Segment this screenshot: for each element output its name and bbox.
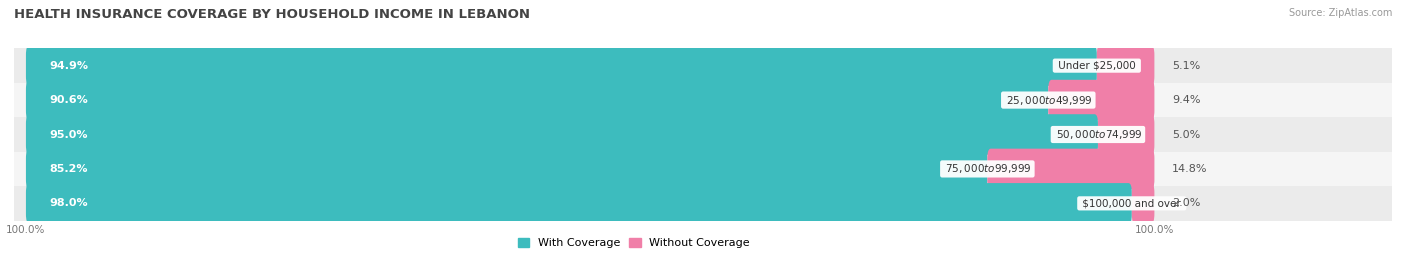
Bar [14, 152, 1392, 186]
Text: 5.1%: 5.1% [1173, 61, 1201, 71]
FancyBboxPatch shape [25, 45, 1097, 86]
Text: $50,000 to $74,999: $50,000 to $74,999 [1053, 128, 1143, 141]
FancyBboxPatch shape [1098, 114, 1154, 155]
Bar [14, 117, 1392, 152]
Bar [14, 186, 1392, 221]
FancyBboxPatch shape [25, 149, 987, 189]
Text: 94.9%: 94.9% [49, 61, 89, 71]
Bar [14, 48, 1392, 83]
Text: 90.6%: 90.6% [49, 95, 89, 105]
FancyBboxPatch shape [25, 80, 1049, 120]
Text: 2.0%: 2.0% [1173, 198, 1201, 208]
Bar [14, 83, 1392, 117]
Text: 85.2%: 85.2% [49, 164, 89, 174]
FancyBboxPatch shape [25, 114, 1098, 155]
Text: 95.0%: 95.0% [49, 129, 89, 140]
Legend: With Coverage, Without Coverage: With Coverage, Without Coverage [513, 233, 755, 253]
FancyBboxPatch shape [25, 114, 1154, 155]
Text: 5.0%: 5.0% [1173, 129, 1201, 140]
Text: 14.8%: 14.8% [1173, 164, 1208, 174]
FancyBboxPatch shape [1097, 45, 1154, 86]
Text: HEALTH INSURANCE COVERAGE BY HOUSEHOLD INCOME IN LEBANON: HEALTH INSURANCE COVERAGE BY HOUSEHOLD I… [14, 8, 530, 21]
FancyBboxPatch shape [987, 149, 1154, 189]
Text: 9.4%: 9.4% [1173, 95, 1201, 105]
Text: Source: ZipAtlas.com: Source: ZipAtlas.com [1288, 8, 1392, 18]
Text: 98.0%: 98.0% [49, 198, 89, 208]
Text: Under $25,000: Under $25,000 [1054, 61, 1139, 71]
FancyBboxPatch shape [25, 183, 1132, 224]
FancyBboxPatch shape [25, 183, 1154, 224]
FancyBboxPatch shape [1132, 183, 1154, 224]
FancyBboxPatch shape [25, 149, 1154, 189]
Text: $75,000 to $99,999: $75,000 to $99,999 [942, 162, 1032, 175]
Text: $100,000 and over: $100,000 and over [1080, 198, 1184, 208]
FancyBboxPatch shape [25, 45, 1154, 86]
FancyBboxPatch shape [1049, 80, 1154, 120]
FancyBboxPatch shape [25, 80, 1154, 120]
Text: $25,000 to $49,999: $25,000 to $49,999 [1002, 94, 1094, 107]
